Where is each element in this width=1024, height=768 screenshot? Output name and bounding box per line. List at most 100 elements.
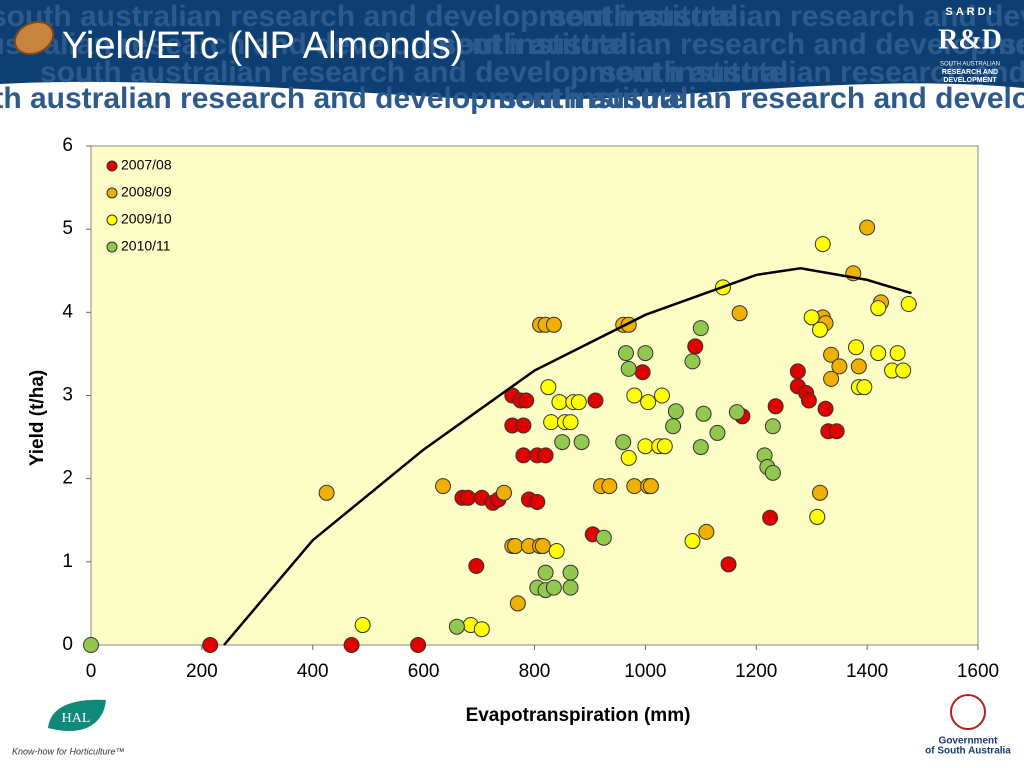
plot-area: [90, 145, 979, 646]
scatter-point: [709, 424, 726, 441]
scatter-point: [459, 489, 476, 506]
legend-label: 2007/08: [121, 157, 172, 173]
scatter-point: [684, 353, 701, 370]
scatter-point: [695, 405, 712, 422]
scatter-point: [889, 345, 906, 362]
scatter-point: [537, 564, 554, 581]
y-tick-label: 2: [62, 468, 73, 489]
scatter-point: [895, 362, 912, 379]
legend-marker: [106, 160, 118, 172]
scatter-point: [640, 394, 657, 411]
x-tick-label: 1200: [735, 661, 777, 682]
y-tick-label: 6: [62, 135, 73, 156]
watermark-text: south australian research and developmen…: [0, 0, 735, 33]
x-tick-label: 0: [86, 661, 97, 682]
institute-text: DEVELOPMENT: [943, 77, 997, 84]
watermark-text: south australian research and developmen…: [40, 56, 785, 89]
x-tick-label: 1000: [624, 661, 666, 682]
scatter-point: [540, 379, 557, 396]
watermark-text: south australian research and developmen…: [600, 56, 1024, 89]
scatter-point: [850, 358, 867, 375]
scatter-point: [626, 478, 643, 495]
institute-text: RESEARCH AND: [942, 69, 998, 76]
hal-logo: [48, 699, 106, 732]
scatter-point: [515, 447, 532, 464]
scatter-point: [812, 484, 829, 501]
scatter-point: [545, 316, 562, 333]
scatter-point: [318, 484, 335, 501]
scatter-point: [817, 400, 834, 417]
scatter-point: [343, 637, 360, 653]
scatter-point: [823, 346, 840, 363]
scatter-point: [656, 438, 673, 455]
scatter-point: [654, 387, 671, 404]
scatter-point: [601, 478, 618, 495]
scatter-point: [767, 398, 784, 415]
hal-text: HAL: [62, 711, 91, 726]
scatter-point: [562, 564, 579, 581]
scatter-point: [534, 538, 551, 555]
x-tick-label: 200: [186, 661, 218, 682]
x-axis-title: Evapotranspiration (mm): [466, 705, 691, 726]
watermark-text: south australian research and developmen…: [1000, 28, 1024, 61]
scatter-point: [692, 439, 709, 456]
scatter-point: [731, 305, 748, 322]
scatter-point: [354, 617, 371, 634]
scatter-point: [473, 621, 490, 638]
legend-label: 2009/10: [121, 211, 172, 227]
scatter-point: [537, 447, 554, 464]
scatter-point: [410, 637, 427, 653]
hal-tagline: Know-how for Horticulture™: [12, 746, 125, 756]
trendline: [223, 266, 912, 646]
scatter-point: [684, 533, 701, 550]
scatter-point: [573, 434, 590, 451]
government-crest: [950, 694, 986, 730]
legend-marker: [106, 241, 118, 253]
scatter-point: [637, 438, 654, 455]
rd-logo: R&D: [938, 24, 1002, 55]
scatter-point: [448, 618, 465, 635]
scatter-point: [823, 370, 840, 387]
banner: [0, 0, 1024, 100]
scatter-point: [637, 345, 654, 362]
sardi-logo: SARDI: [945, 6, 994, 18]
scatter-point: [554, 434, 571, 451]
scatter-point: [529, 493, 546, 510]
scatter-point: [789, 363, 806, 380]
scatter-point: [642, 478, 659, 495]
watermark-text: south australian research and developmen…: [500, 82, 1024, 115]
scatter-point: [720, 556, 737, 573]
government-text: of South Australia: [925, 746, 1011, 757]
scatter-point: [870, 345, 887, 362]
x-tick-label: 800: [519, 661, 551, 682]
scatter-point: [545, 579, 562, 596]
scatter-point: [620, 360, 637, 377]
scatter-point: [856, 379, 873, 396]
scatter-point: [202, 637, 219, 653]
scatter-point: [634, 364, 651, 381]
y-tick-label: 1: [62, 551, 73, 572]
y-axis-title: Yield (t/ha): [27, 370, 48, 466]
x-tick-label: 1400: [846, 661, 888, 682]
banner-watermark: south australian research and developmen…: [0, 0, 1024, 115]
almond-icon: [13, 20, 55, 56]
scatter-point: [543, 414, 560, 431]
government-text: Government: [939, 736, 999, 747]
scatter-point: [587, 392, 604, 409]
scatter-point: [848, 339, 865, 356]
y-tick-label: 3: [62, 385, 73, 406]
institute-text: INSTITUTE: [957, 84, 983, 90]
scatter-point: [828, 423, 845, 440]
y-tick-label: 0: [62, 634, 73, 655]
scatter-point: [900, 296, 917, 313]
watermark-text: south australian research and developmen…: [0, 28, 625, 61]
scatter-point: [626, 387, 643, 404]
scatter-point: [507, 538, 524, 555]
legend-label: 2010/11: [121, 238, 171, 254]
scatter-point: [803, 309, 820, 326]
x-tick-label: 1600: [957, 661, 999, 682]
scatter-point: [435, 478, 452, 495]
scatter-point: [812, 321, 829, 338]
scatter-point: [548, 543, 565, 560]
